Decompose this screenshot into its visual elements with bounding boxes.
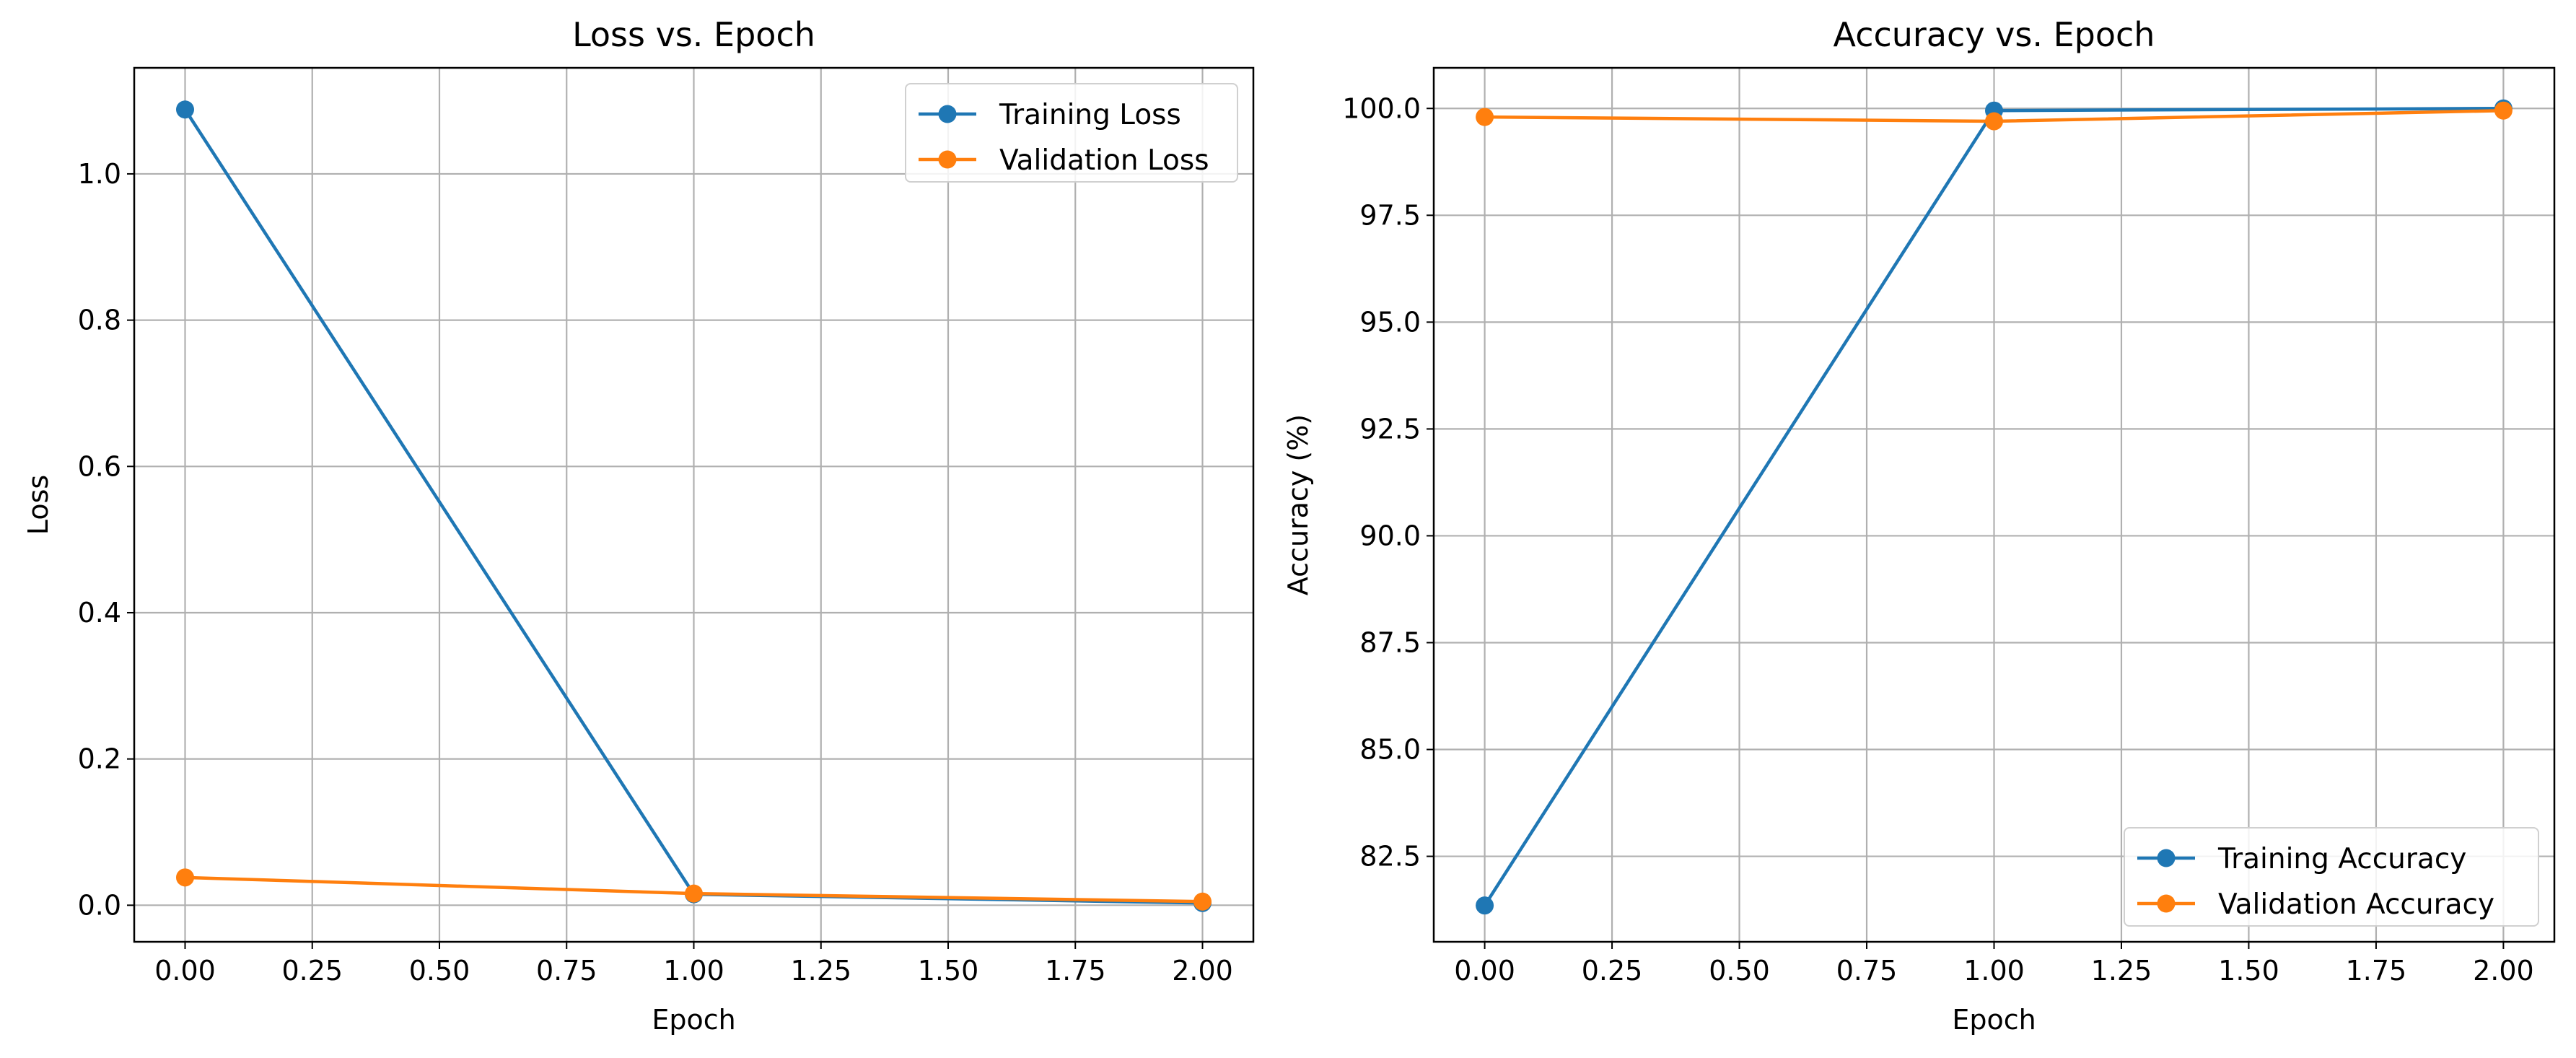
y-tick-label: 92.5: [1359, 413, 1421, 445]
y-tick-label: 0.0: [78, 889, 121, 921]
legend-label: Training Accuracy: [2217, 843, 2466, 875]
y-tick-label: 100.0: [1342, 92, 1421, 124]
x-tick-label: 0.50: [409, 955, 470, 987]
legend-box: [2124, 827, 2539, 927]
data-point: [176, 868, 194, 887]
y-tick-label: 97.5: [1359, 199, 1421, 231]
data-point: [1476, 896, 1494, 915]
x-tick-label: 2.00: [2473, 955, 2534, 987]
chart-title: Accuracy vs. Epoch: [1834, 15, 2155, 54]
x-axis-label: Epoch: [1952, 1004, 2036, 1036]
loss-chart: 0.00 0.25 0.50 0.75 1.00 1.25 1.50 1.75 2.00 0.0 0…: [22, 15, 1255, 1036]
x-tick-label: 1.50: [918, 955, 979, 987]
data-point: [685, 884, 703, 903]
data-point: [2494, 101, 2513, 120]
y-axis-label: Loss: [22, 475, 54, 535]
x-tick-label: 0.00: [154, 955, 216, 987]
y-tick-label: 0.6: [78, 450, 121, 482]
x-tick-label: 0.50: [1709, 955, 1770, 987]
accuracy-chart: 0.00 0.25 0.50 0.75 1.00 1.25 1.50 1.75 2.00 82.5…: [1282, 15, 2556, 1036]
y-axis-label: Accuracy (%): [1282, 414, 1314, 595]
legend-label: Validation Loss: [999, 144, 1209, 177]
x-tick-label: 0.75: [1836, 955, 1898, 987]
legend-swatch-marker: [938, 105, 957, 123]
x-tick-label: 1.00: [663, 955, 724, 987]
data-point: [1476, 108, 1494, 126]
y-tick-label: 1.0: [78, 158, 121, 190]
y-tick-label: 0.4: [78, 597, 121, 629]
data-point: [1985, 112, 2003, 131]
y-tick-label: 82.5: [1359, 841, 1421, 873]
y-tick-label: 0.8: [78, 305, 121, 336]
x-tick-label: 0.00: [1454, 955, 1515, 987]
legend-box: [905, 83, 1238, 183]
y-tick-label: 87.5: [1359, 626, 1421, 658]
axes-frame: [1432, 66, 2556, 943]
legend-label: Validation Accuracy: [2218, 888, 2494, 921]
axes-frame: [133, 66, 1255, 943]
x-tick-label: 0.25: [281, 955, 343, 987]
data-point: [1193, 892, 1212, 911]
y-tick-label: 90.0: [1359, 520, 1421, 551]
x-tick-label: 0.25: [1582, 955, 1643, 987]
x-tick-label: 1.25: [790, 955, 851, 987]
legend-swatch-marker: [2157, 849, 2176, 867]
y-tick-label: 95.0: [1359, 306, 1421, 338]
chart-title: Loss vs. Epoch: [572, 15, 815, 54]
legend-label: Training Loss: [999, 99, 1181, 131]
y-tick-label: 85.0: [1359, 734, 1421, 766]
x-tick-label: 1.00: [1963, 955, 2025, 987]
legend-swatch-marker: [2157, 894, 2176, 913]
x-axis-label: Epoch: [652, 1004, 735, 1036]
x-tick-label: 1.50: [2218, 955, 2279, 987]
x-tick-label: 1.25: [2091, 955, 2152, 987]
x-tick-label: 1.75: [2346, 955, 2407, 987]
data-point: [176, 100, 194, 119]
x-tick-label: 1.75: [1045, 955, 1106, 987]
y-tick-label: 0.2: [78, 743, 121, 775]
x-tick-label: 0.75: [536, 955, 597, 987]
legend-swatch-marker: [938, 150, 957, 169]
x-tick-label: 2.00: [1172, 955, 1233, 987]
